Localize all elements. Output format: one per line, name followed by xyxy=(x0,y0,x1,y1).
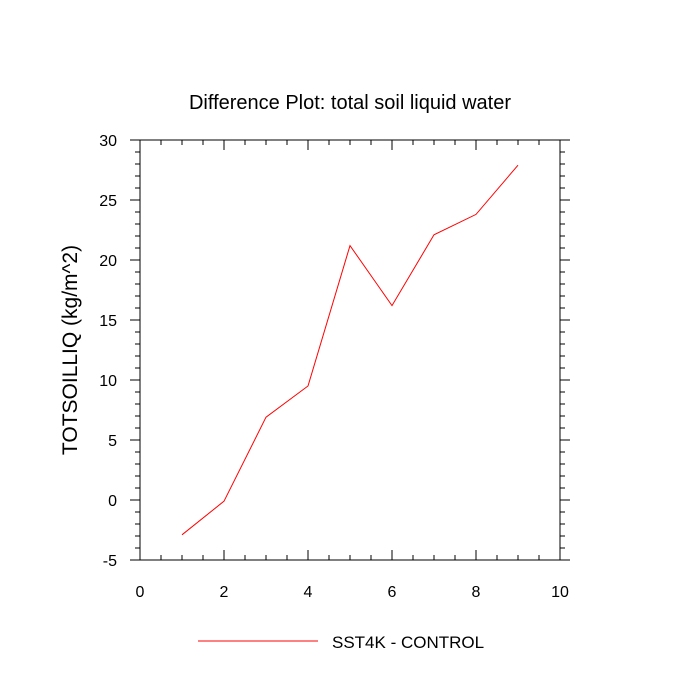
y-axis-label: TOTSOILLIQ (kg/m^2) xyxy=(59,245,82,455)
series-layer xyxy=(181,164,519,536)
x-tick-label: 0 xyxy=(136,584,145,601)
x-tick-label: 6 xyxy=(388,584,397,601)
legend: SST4K - CONTROL xyxy=(198,633,484,652)
x-tick-label: 4 xyxy=(304,584,313,601)
y-tick-label: 20 xyxy=(99,253,117,270)
tick-labels: 0 2 4 6 8 10 -5 0 5 10 15 20 25 30 xyxy=(99,133,569,601)
y-tick-label: 25 xyxy=(99,193,117,210)
ticks xyxy=(130,139,570,561)
y-tick-label: 0 xyxy=(108,493,117,510)
plot-frame xyxy=(139,139,561,561)
y-tick-label: 5 xyxy=(108,433,117,450)
x-tick-label: 2 xyxy=(220,584,229,601)
legend-label: SST4K - CONTROL xyxy=(332,633,484,652)
y-tick-label: 15 xyxy=(99,313,117,330)
x-tick-label: 8 xyxy=(472,584,481,601)
series-line xyxy=(181,164,519,536)
y-tick-label: 10 xyxy=(99,373,117,390)
y-tick-label: 30 xyxy=(99,133,117,150)
y-tick-label: -5 xyxy=(103,553,117,570)
chart-title: Difference Plot: total soil liquid water xyxy=(189,92,511,114)
x-tick-label: 10 xyxy=(551,584,569,601)
